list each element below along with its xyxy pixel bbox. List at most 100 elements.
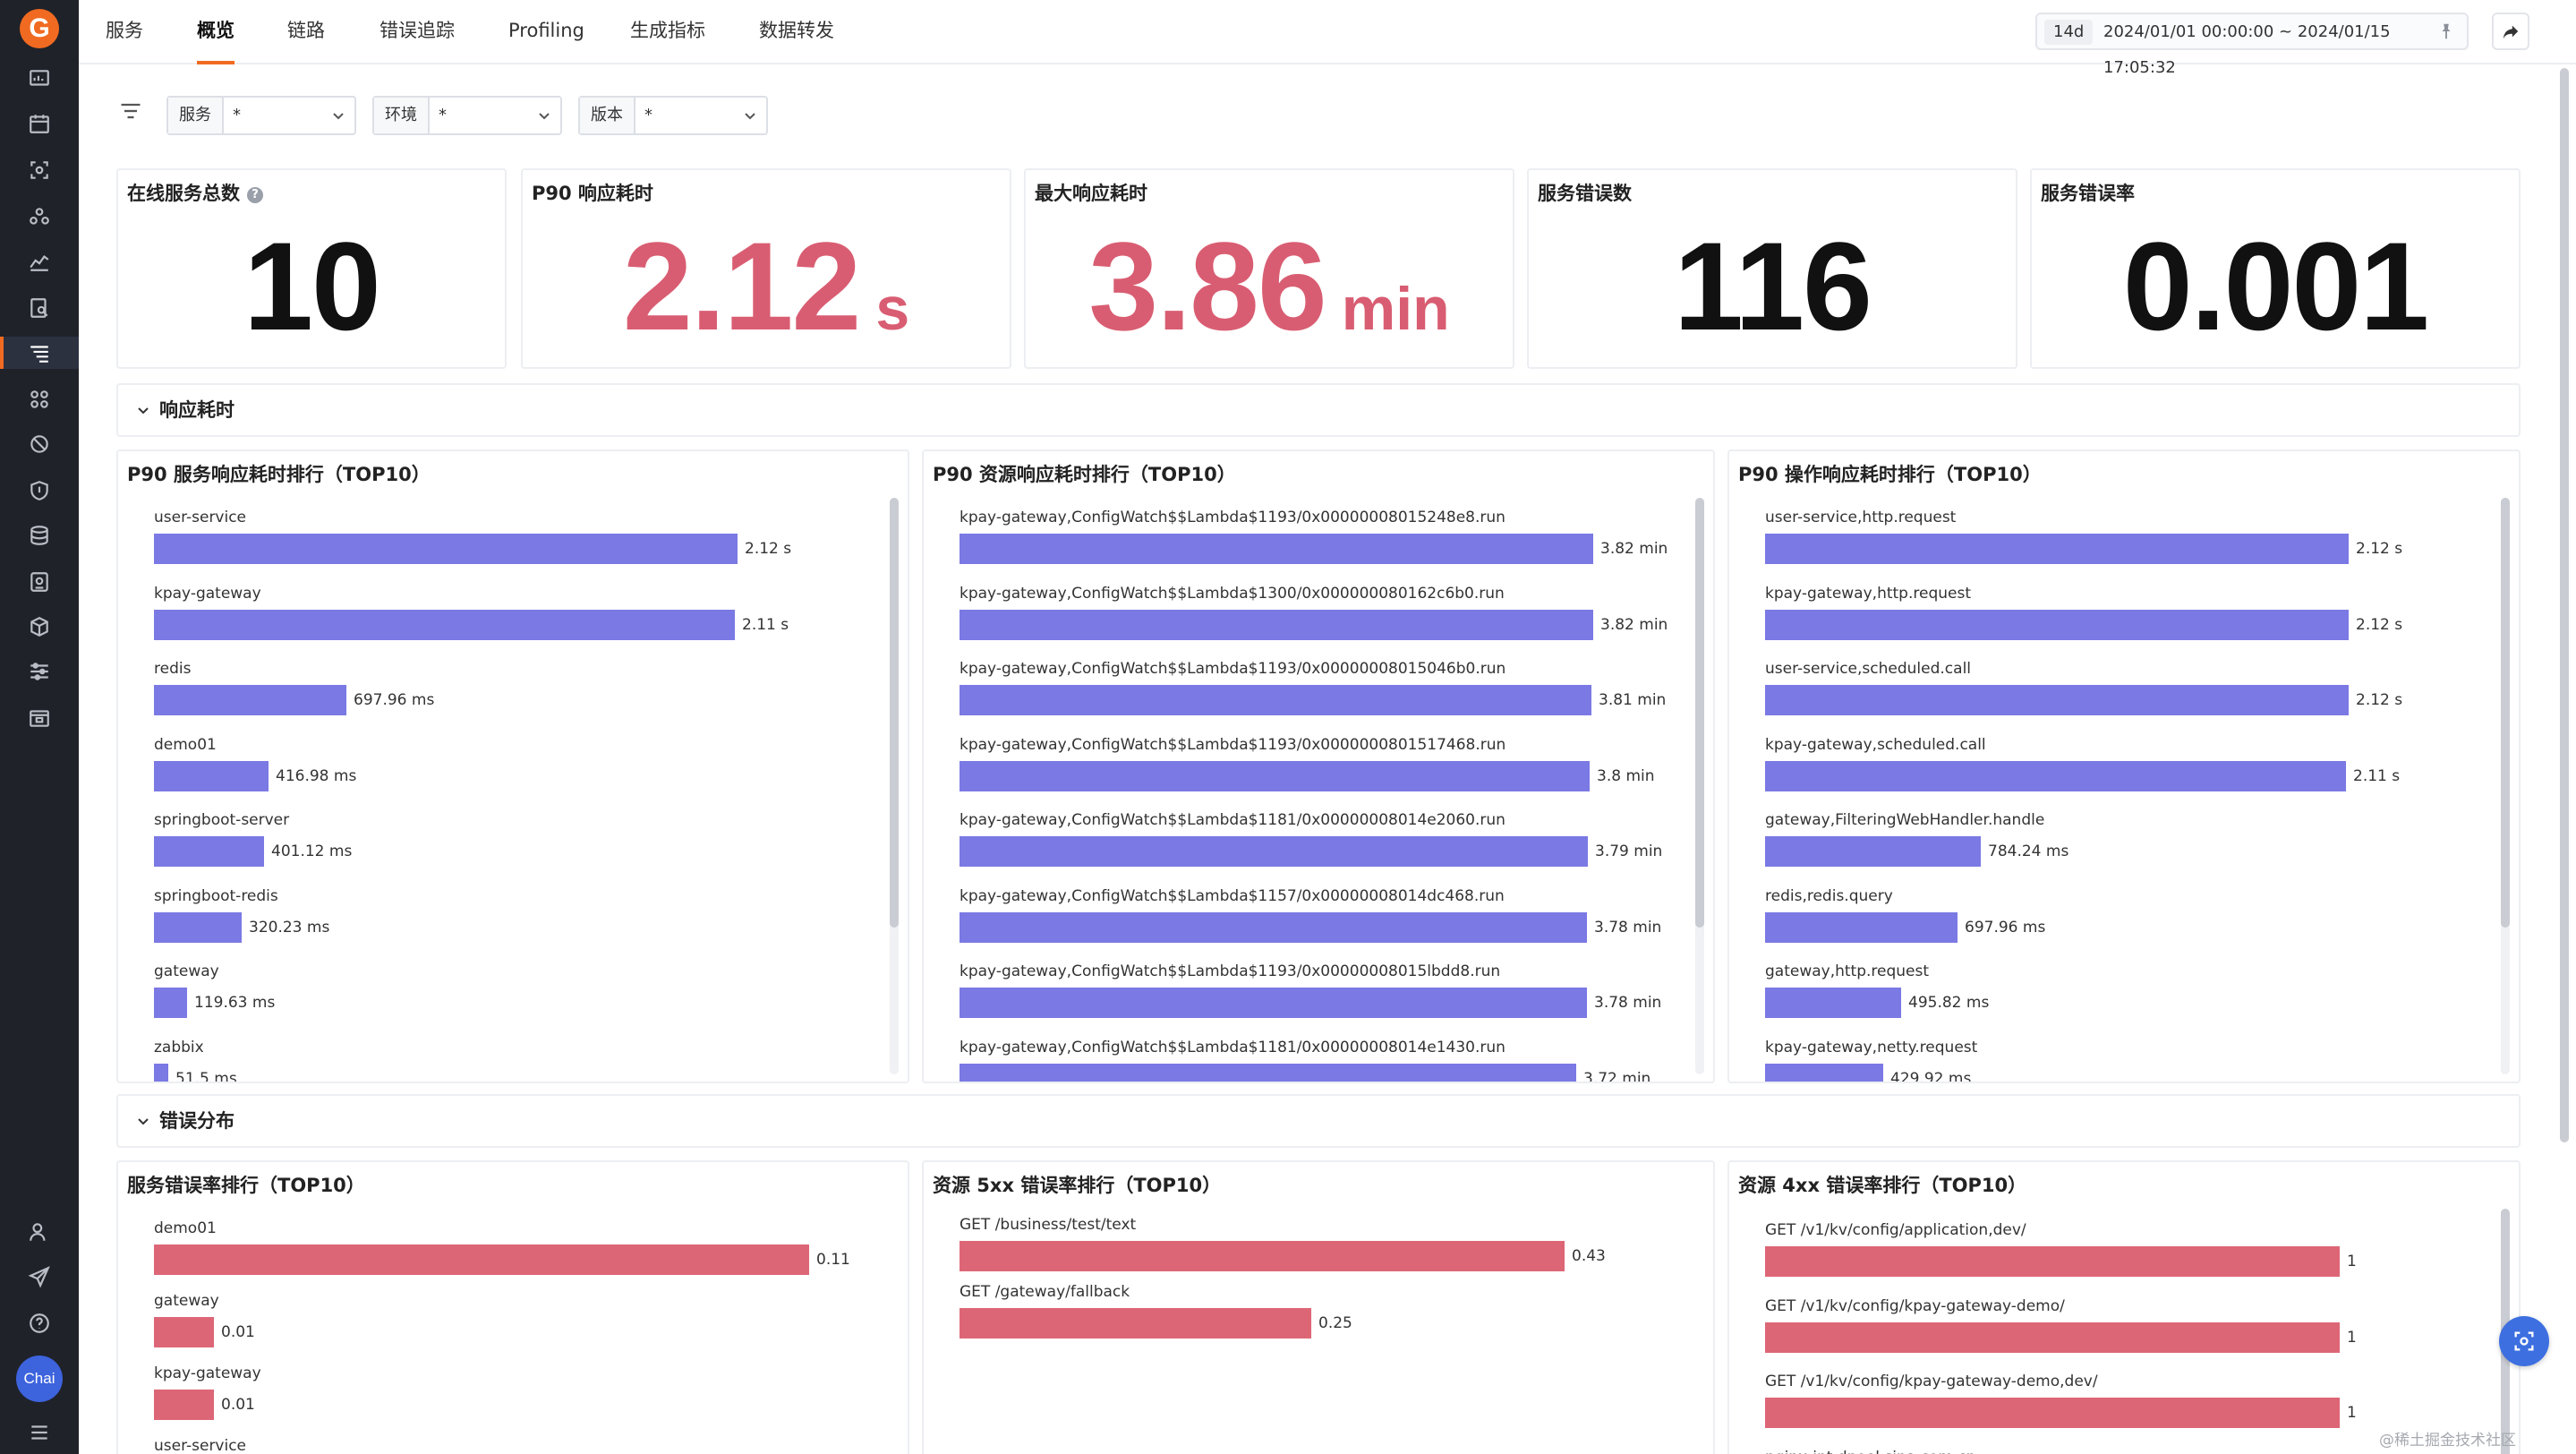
cube-icon[interactable] [23, 611, 55, 643]
bar[interactable] [960, 760, 1590, 791]
chevron-down-icon[interactable] [136, 403, 150, 417]
bar[interactable] [960, 1308, 1311, 1339]
ai-assistant-button[interactable] [2499, 1316, 2549, 1366]
bar[interactable] [960, 1063, 1576, 1082]
panel-scrollbar[interactable] [1695, 498, 1704, 1074]
tab-profiling[interactable]: Profiling [508, 20, 584, 41]
bar-category-label: kpay-gateway,ConfigWatch$$Lambda$1193/0x… [960, 962, 1501, 980]
bar[interactable] [154, 1317, 214, 1347]
bar[interactable] [1765, 911, 1958, 943]
service-filter-value[interactable]: * [233, 106, 241, 124]
env-filter-value[interactable]: * [439, 106, 447, 124]
time-range-text[interactable]: 2024/01/01 00:00:00 ~ 2024/01/15 17:05:3… [2103, 22, 2391, 77]
dashboard-icon[interactable] [23, 63, 55, 95]
send-icon[interactable] [23, 1261, 55, 1293]
tab-data-forwarding[interactable]: 数据转发 [759, 20, 834, 41]
shield-icon[interactable] [23, 475, 55, 507]
calendar-icon[interactable] [23, 107, 55, 140]
panel-title: 资源 5xx 错误率排行（TOP10） [933, 1175, 1222, 1196]
bar[interactable] [154, 1390, 214, 1420]
apm-icon[interactable] [0, 337, 79, 369]
bar[interactable] [154, 609, 735, 640]
share-button[interactable] [2492, 13, 2529, 50]
bar[interactable] [1765, 1246, 2340, 1277]
bar-category-label: redis,redis.query [1765, 886, 1893, 905]
top-nav: 服务 概览 链路 错误追踪 Profiling 生成指标 数据转发 14d 20… [79, 0, 2576, 77]
bar[interactable] [154, 1244, 809, 1275]
bar[interactable] [154, 534, 738, 564]
bar-category-label: GET /v1/kv/config/application,dev/ [1765, 1221, 2026, 1239]
bar[interactable] [1765, 1321, 2340, 1353]
version-filter[interactable]: 版本 * [578, 96, 768, 135]
avatar[interactable]: Chai [16, 1356, 63, 1402]
monitor-icon[interactable] [23, 566, 55, 598]
section-latency[interactable]: 响应耗时 [116, 383, 2521, 437]
help-icon[interactable]: ? [247, 187, 263, 203]
bar[interactable] [1765, 836, 1981, 867]
tab-services[interactable]: 服务 [106, 20, 143, 41]
time-range-picker[interactable]: 14d 2024/01/01 00:00:00 ~ 2024/01/15 17:… [2035, 13, 2469, 77]
bar[interactable] [960, 609, 1593, 640]
bar[interactable] [154, 911, 242, 943]
bar[interactable] [154, 836, 264, 867]
tab-error-tracking[interactable]: 错误追踪 [380, 20, 455, 41]
bar[interactable] [154, 760, 269, 791]
sliders-icon[interactable] [23, 655, 55, 688]
cluster-icon[interactable] [23, 201, 55, 233]
metrics-icon[interactable] [23, 245, 55, 278]
bar-value-label: 51.5 ms [175, 1069, 237, 1083]
bar[interactable] [960, 1241, 1565, 1271]
panel-scrollbar[interactable] [2501, 498, 2510, 1074]
bar[interactable] [1765, 988, 1901, 1018]
bar[interactable] [1765, 534, 2349, 564]
tab-overview[interactable]: 概览 [197, 0, 235, 64]
bar-category-label: kpay-gateway,http.request [1765, 584, 1971, 603]
tab-traces[interactable]: 链路 [287, 20, 325, 41]
user-settings-icon[interactable] [23, 1216, 55, 1248]
bar-value-label: 320.23 ms [249, 918, 330, 937]
bar[interactable] [960, 836, 1588, 867]
apps-icon[interactable] [23, 383, 55, 415]
bar[interactable] [1765, 760, 2346, 791]
menu-collapse-icon[interactable] [23, 1416, 55, 1449]
bar[interactable] [154, 1063, 168, 1082]
log-search-icon[interactable] [23, 292, 55, 324]
time-range-tag[interactable]: 14d [2044, 20, 2094, 45]
app-logo[interactable]: G [20, 9, 59, 48]
scan-icon[interactable] [23, 154, 55, 186]
watermark: @稀土掘金技术社区 [2379, 1432, 2516, 1450]
bar[interactable] [960, 911, 1587, 943]
bar[interactable] [960, 685, 1591, 715]
pin-icon[interactable] [2436, 21, 2456, 41]
bar-category-label: GET /gateway/fallback [960, 1283, 1130, 1301]
section-title: 响应耗时 [159, 399, 235, 421]
bar[interactable] [1765, 609, 2349, 640]
bar-category-label: zabbix [154, 1038, 204, 1056]
rum-icon[interactable] [23, 428, 55, 460]
panel-resource-4xx: 资源 4xx 错误率排行（TOP10） GET /v1/kv/config/ap… [1727, 1160, 2521, 1454]
filter-icon[interactable] [118, 98, 143, 124]
bar[interactable] [960, 988, 1587, 1018]
section-errors[interactable]: 错误分布 [116, 1094, 2521, 1148]
bar[interactable] [154, 988, 187, 1018]
page-scrollbar[interactable] [2560, 68, 2569, 1142]
bar[interactable] [1765, 685, 2349, 715]
bar[interactable] [960, 534, 1593, 564]
tab-generate-metrics[interactable]: 生成指标 [630, 20, 705, 41]
inbox-icon[interactable] [23, 702, 55, 734]
version-filter-value[interactable]: * [644, 106, 653, 124]
bar[interactable] [1765, 1398, 2340, 1428]
panel-scrollbar[interactable] [890, 498, 899, 1074]
stat-title-text: 在线服务总数 [127, 183, 240, 204]
service-filter[interactable]: 服务 * [166, 96, 356, 135]
bar[interactable] [154, 685, 346, 715]
bar-category-label: redis [154, 660, 192, 678]
chevron-down-icon[interactable] [136, 1114, 150, 1128]
stat-value: 10 [118, 224, 505, 349]
env-filter[interactable]: 环境 * [372, 96, 562, 135]
bar[interactable] [1765, 1063, 1883, 1082]
panel-service-latency: P90 服务响应耗时排行（TOP10） user-service 2.12 s kp… [116, 449, 909, 1083]
help-icon[interactable] [23, 1307, 55, 1339]
database-icon[interactable] [23, 519, 55, 552]
bar-category-label: GET /v1/kv/config/kpay-gateway-demo/ [1765, 1296, 2065, 1315]
